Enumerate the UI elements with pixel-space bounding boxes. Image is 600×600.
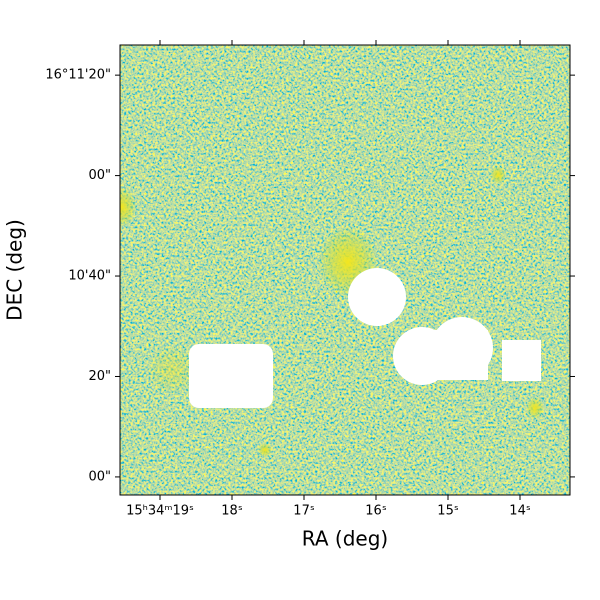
y-tick-label: 10'40" [68, 269, 111, 284]
source-glow [490, 166, 506, 184]
mask [189, 344, 273, 408]
plot-frame [119, 44, 571, 496]
y-tick-label: 20" [88, 369, 111, 384]
mask [432, 330, 488, 380]
y-axis-label: DEC (deg) [3, 219, 27, 321]
x-axis-label: RA (deg) [302, 527, 388, 551]
x-tick-label: 14ˢ [509, 504, 531, 519]
x-tick-label: 17ˢ [293, 504, 315, 519]
x-tick-label: 15ˢ [437, 504, 459, 519]
source-glow [258, 443, 272, 457]
source-glow [120, 187, 136, 227]
y-tick-label: 00" [88, 469, 111, 484]
mask [502, 340, 541, 381]
image [120, 45, 570, 495]
y-tick-label: 00" [88, 168, 111, 183]
x-tick-label: 16ˢ [365, 504, 387, 519]
mask [348, 268, 406, 326]
source-glow [526, 397, 544, 419]
source-glow [147, 345, 197, 395]
y-tick-label: 16°11'20" [45, 68, 111, 83]
x-tick-label: 15ʰ34ᵐ19ˢ [126, 504, 194, 519]
x-tick-label: 18ˢ [221, 504, 243, 519]
